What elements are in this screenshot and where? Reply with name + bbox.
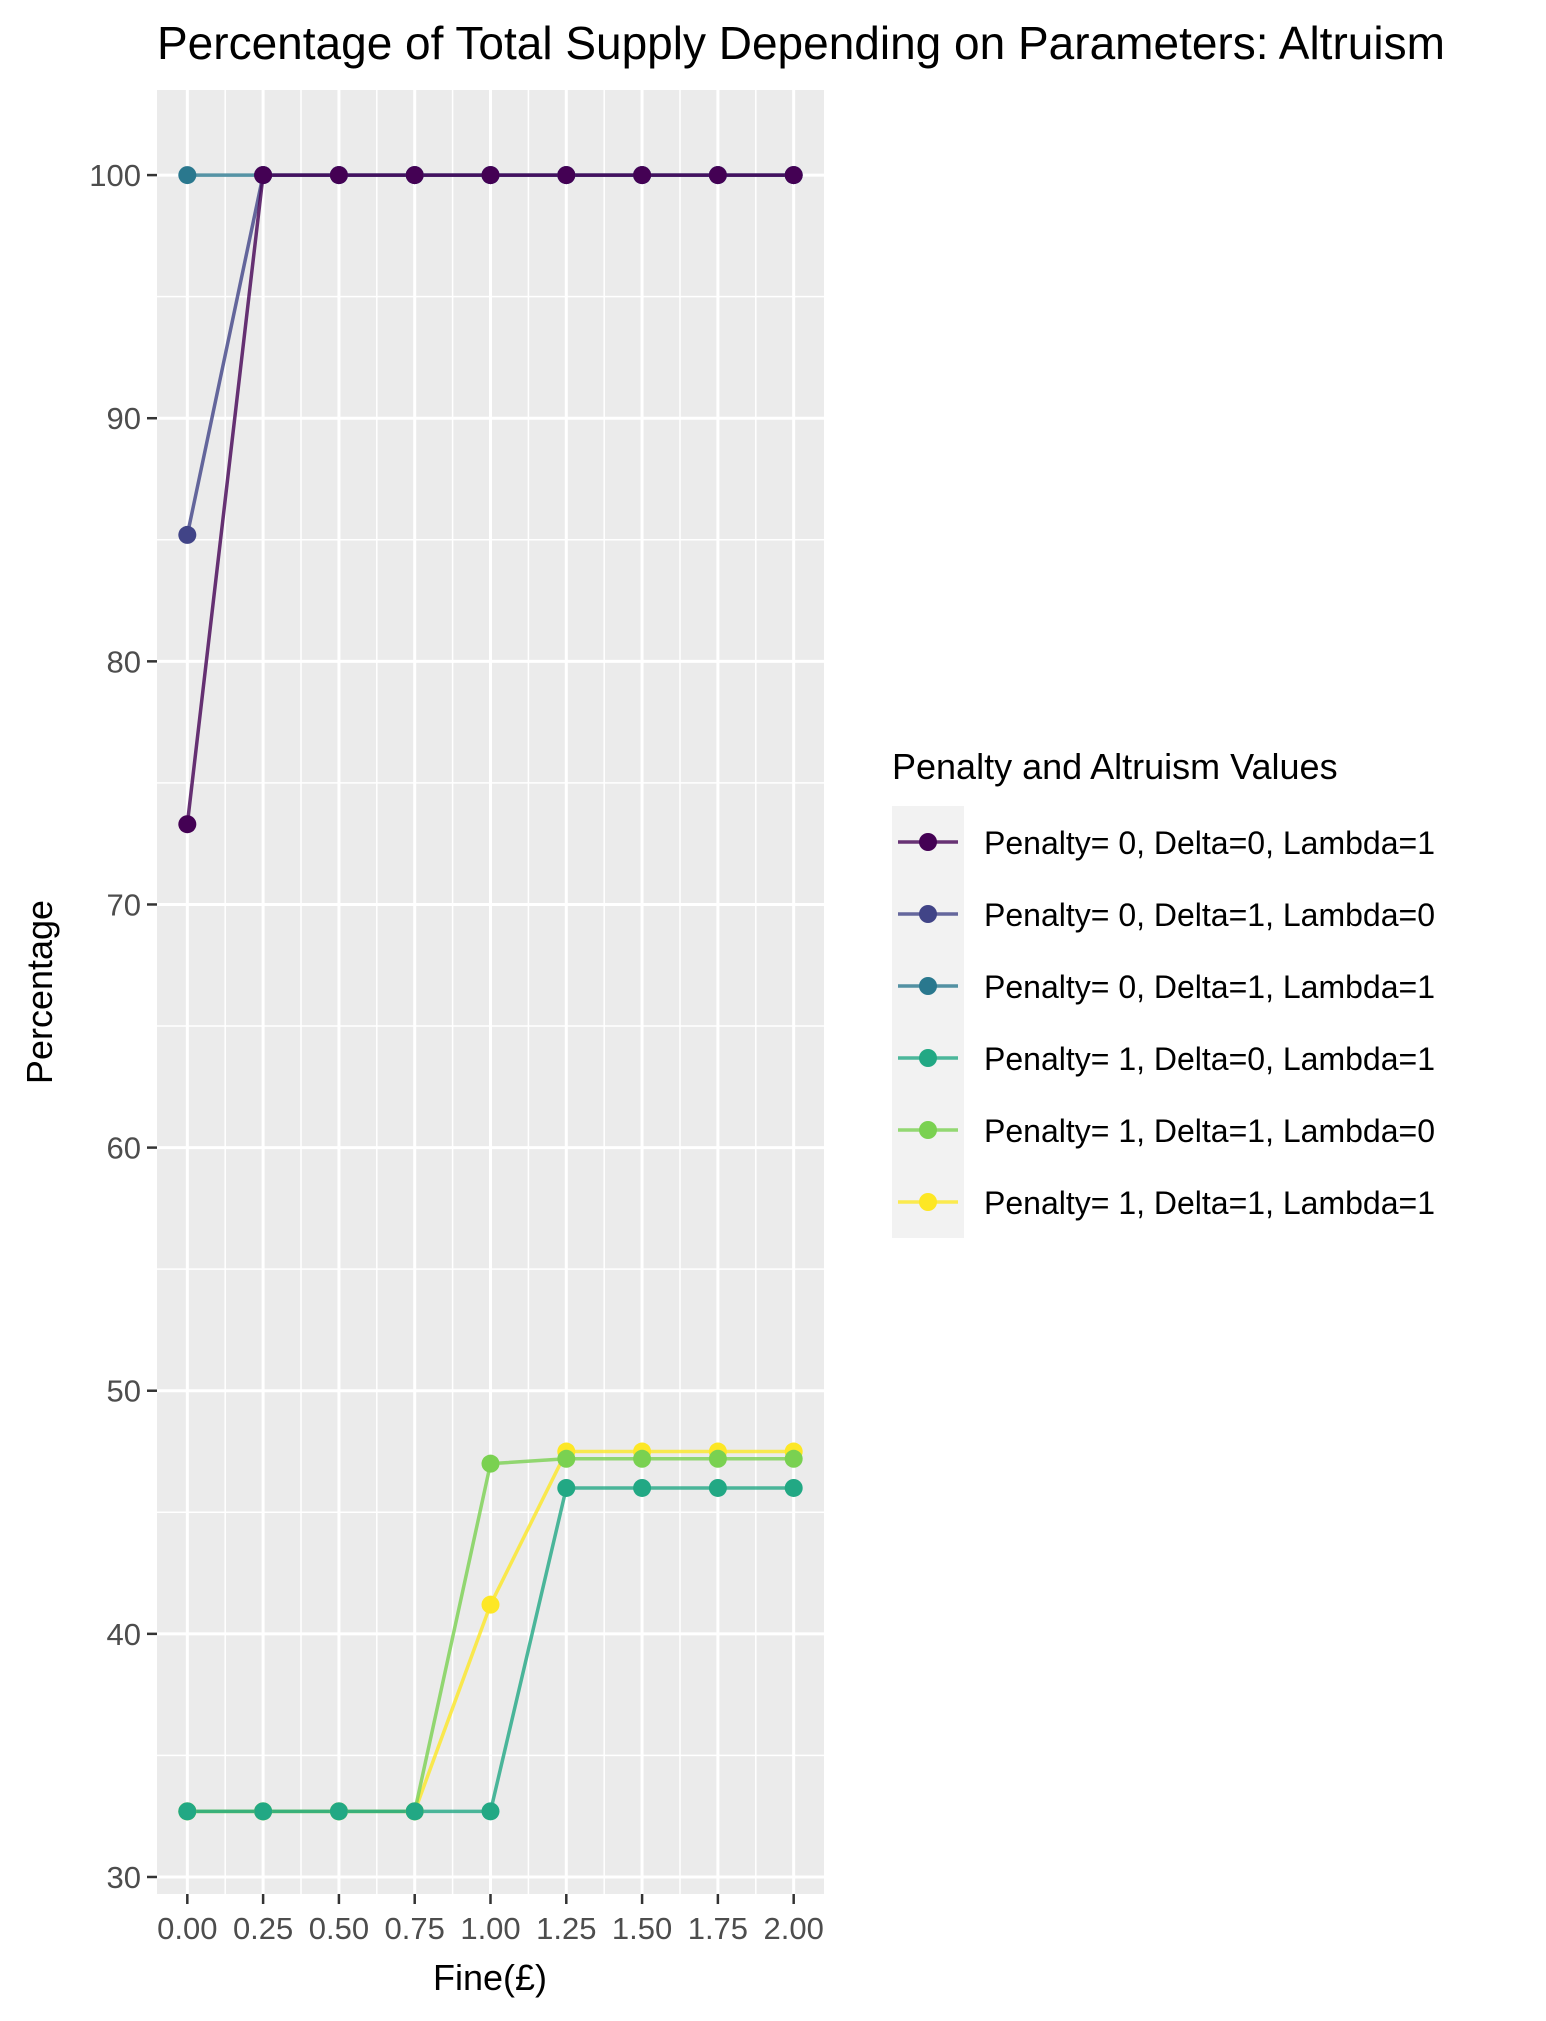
data-point bbox=[633, 1478, 652, 1497]
legend-label: Penalty= 1, Delta=0, Lambda=1 bbox=[984, 1041, 1435, 1077]
data-point bbox=[178, 525, 197, 544]
data-point bbox=[329, 1802, 348, 1821]
data-point bbox=[708, 166, 727, 185]
data-point bbox=[784, 1478, 803, 1497]
legend-label: Penalty= 0, Delta=1, Lambda=0 bbox=[984, 897, 1435, 933]
x-tick-label: 0.25 bbox=[233, 1911, 293, 1946]
data-point bbox=[633, 166, 652, 185]
legend-items: Penalty= 0, Delta=0, Lambda=1 Penalty= 0,… bbox=[898, 825, 1435, 1221]
x-tick-label: 1.75 bbox=[688, 1911, 748, 1946]
legend-key-point bbox=[919, 977, 937, 995]
legend-label: Penalty= 0, Delta=1, Lambda=1 bbox=[984, 969, 1435, 1005]
x-tick-label: 0.00 bbox=[157, 1911, 217, 1946]
y-axis: 30 40 50 60 70 80 90 100 bbox=[89, 158, 157, 1895]
y-tick-label: 60 bbox=[107, 1131, 141, 1166]
data-point bbox=[178, 1802, 197, 1821]
legend-label: Penalty= 0, Delta=0, Lambda=1 bbox=[984, 825, 1435, 861]
series-points bbox=[178, 166, 803, 1821]
x-tick-label: 0.75 bbox=[385, 1911, 445, 1946]
x-axis-title: Fine(£) bbox=[433, 1957, 547, 1998]
data-point bbox=[557, 166, 576, 185]
data-point bbox=[481, 166, 500, 185]
data-point bbox=[633, 1449, 652, 1468]
y-tick-label: 90 bbox=[107, 401, 141, 436]
data-point bbox=[405, 166, 424, 185]
y-tick-label: 40 bbox=[107, 1617, 141, 1652]
data-point bbox=[784, 1449, 803, 1468]
legend-key-point bbox=[919, 1121, 937, 1139]
data-point bbox=[557, 1478, 576, 1497]
legend-key-background bbox=[892, 806, 964, 1238]
data-point bbox=[481, 1454, 500, 1473]
data-point bbox=[784, 166, 803, 185]
data-point bbox=[254, 166, 273, 185]
legend-key-point bbox=[919, 1193, 937, 1211]
data-point bbox=[481, 1595, 500, 1614]
data-point bbox=[254, 1802, 273, 1821]
y-tick-label: 70 bbox=[107, 887, 141, 922]
legend-label: Penalty= 1, Delta=1, Lambda=0 bbox=[984, 1113, 1435, 1149]
legend-title: Penalty and Altruism Values bbox=[892, 746, 1338, 787]
data-point bbox=[708, 1449, 727, 1468]
x-tick-label: 1.50 bbox=[612, 1911, 672, 1946]
y-tick-label: 30 bbox=[107, 1860, 141, 1895]
legend-label: Penalty= 1, Delta=1, Lambda=1 bbox=[984, 1185, 1435, 1221]
x-tick-label: 1.25 bbox=[536, 1911, 596, 1946]
legend-key-point bbox=[919, 1049, 937, 1067]
x-tick-label: 2.00 bbox=[764, 1911, 824, 1946]
data-point bbox=[557, 1449, 576, 1468]
legend-key-point bbox=[919, 833, 937, 851]
y-axis-title: Percentage bbox=[19, 900, 60, 1084]
y-tick-label: 50 bbox=[107, 1374, 141, 1409]
y-tick-label: 80 bbox=[107, 644, 141, 679]
x-tick-label: 0.50 bbox=[309, 1911, 369, 1946]
x-tick-label: 1.00 bbox=[460, 1911, 520, 1946]
chart-title: Percentage of Total Supply Depending on … bbox=[157, 17, 1445, 69]
x-axis: 0.00 0.25 0.50 0.75 1.00 1.25 1.50 1.75 2.00 bbox=[157, 1894, 824, 1946]
legend: Penalty and Altruism Values Penalty= 0, … bbox=[892, 746, 1435, 1238]
data-point bbox=[405, 1802, 424, 1821]
data-point bbox=[481, 1802, 500, 1821]
data-point bbox=[178, 166, 197, 185]
legend-key-point bbox=[919, 905, 937, 923]
grid-major bbox=[157, 90, 824, 1894]
data-point bbox=[178, 815, 197, 834]
data-point bbox=[329, 166, 348, 185]
data-point bbox=[708, 1478, 727, 1497]
y-tick-label: 100 bbox=[89, 158, 141, 193]
